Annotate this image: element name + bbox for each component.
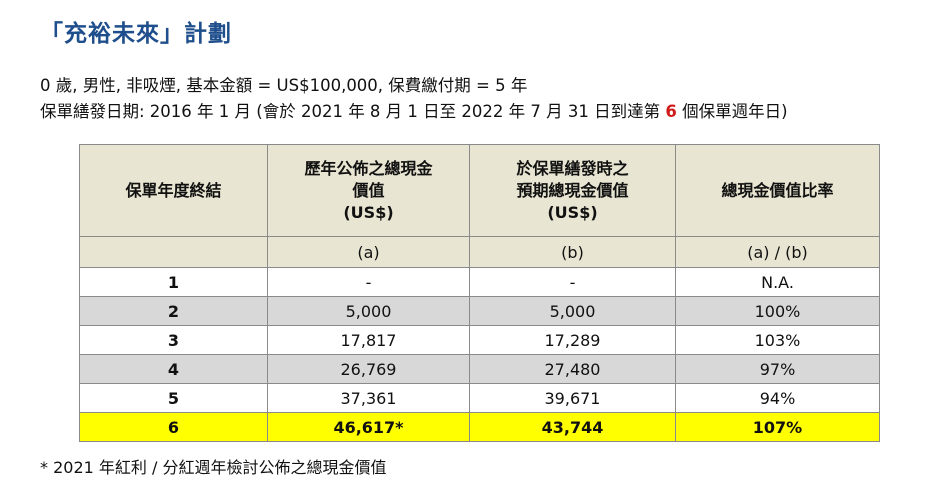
projected-value-cell: 39,671	[469, 383, 676, 413]
declared-value-cell: -	[267, 267, 470, 297]
plan-description-line1: 0 歲, 男性, 非吸煙, 基本金額 = US$100,000, 保費繳付期 =…	[40, 76, 528, 95]
subheader-cell: (b)	[469, 236, 676, 268]
projected-value-cell: 17,289	[469, 325, 676, 355]
subheader-cell	[79, 236, 268, 268]
projected-value-cell: 43,744	[469, 412, 676, 442]
projected-value-cell: -	[469, 267, 676, 297]
subheader-cell: (a) / (b)	[675, 236, 880, 268]
declared-value-cell: 17,817	[267, 325, 470, 355]
projected-value-cell: 5,000	[469, 296, 676, 326]
declared-value-cell: 5,000	[267, 296, 470, 326]
table-row: 1 - - N.A.	[79, 267, 880, 297]
table-row-highlighted: 6 46,617* 43,744 107%	[79, 412, 880, 442]
footnote: * 2021 年紅利 / 分紅週年檢討公佈之總現金價值	[40, 458, 387, 477]
ratio-cell: 107%	[675, 412, 880, 442]
year-cell: 3	[79, 325, 268, 355]
ratio-cell: N.A.	[675, 267, 880, 297]
year-cell: 5	[79, 383, 268, 413]
table-subheader-row: (a) (b) (a) / (b)	[79, 236, 880, 268]
anniversary-number: 6	[665, 102, 677, 121]
declared-value-cell: 37,361	[267, 383, 470, 413]
year-cell: 2	[79, 296, 268, 326]
table-row: 2 5,000 5,000 100%	[79, 296, 880, 326]
page-title: 「充裕未來」計劃	[40, 21, 232, 47]
year-cell: 4	[79, 354, 268, 384]
header-ratio: 總現金價值比率	[675, 144, 880, 237]
issue-date-text: 保單繕發日期: 2016 年 1 月 (會於 2021 年 8 月 1 日至 2…	[40, 102, 666, 121]
projected-value-cell: 27,480	[469, 354, 676, 384]
ratio-cell: 103%	[675, 325, 880, 355]
table-row: 3 17,817 17,289 103%	[79, 325, 880, 355]
ratio-cell: 97%	[675, 354, 880, 384]
plan-description-line2: 保單繕發日期: 2016 年 1 月 (會於 2021 年 8 月 1 日至 2…	[40, 98, 788, 122]
year-cell: 6	[79, 412, 268, 442]
subheader-cell: (a)	[267, 236, 470, 268]
declared-value-cell: 46,617*	[267, 412, 470, 442]
year-cell: 1	[79, 267, 268, 297]
cash-value-table: 保單年度終結 歷年公佈之總現金 價值 (US$) 於保單繕發時之 預期總現金價值…	[79, 144, 880, 442]
header-policy-year: 保單年度終結	[79, 144, 268, 237]
table-header-row: 保單年度終結 歷年公佈之總現金 價值 (US$) 於保單繕發時之 預期總現金價值…	[79, 144, 880, 237]
anniversary-suffix: 個保單週年日)	[676, 102, 788, 121]
ratio-cell: 94%	[675, 383, 880, 413]
table-row: 5 37,361 39,671 94%	[79, 383, 880, 413]
ratio-cell: 100%	[675, 296, 880, 326]
declared-value-cell: 26,769	[267, 354, 470, 384]
header-projected-cash-value: 於保單繕發時之 預期總現金價值 (US$)	[469, 144, 676, 237]
table-row: 4 26,769 27,480 97%	[79, 354, 880, 384]
header-declared-cash-value: 歷年公佈之總現金 價值 (US$)	[267, 144, 470, 237]
